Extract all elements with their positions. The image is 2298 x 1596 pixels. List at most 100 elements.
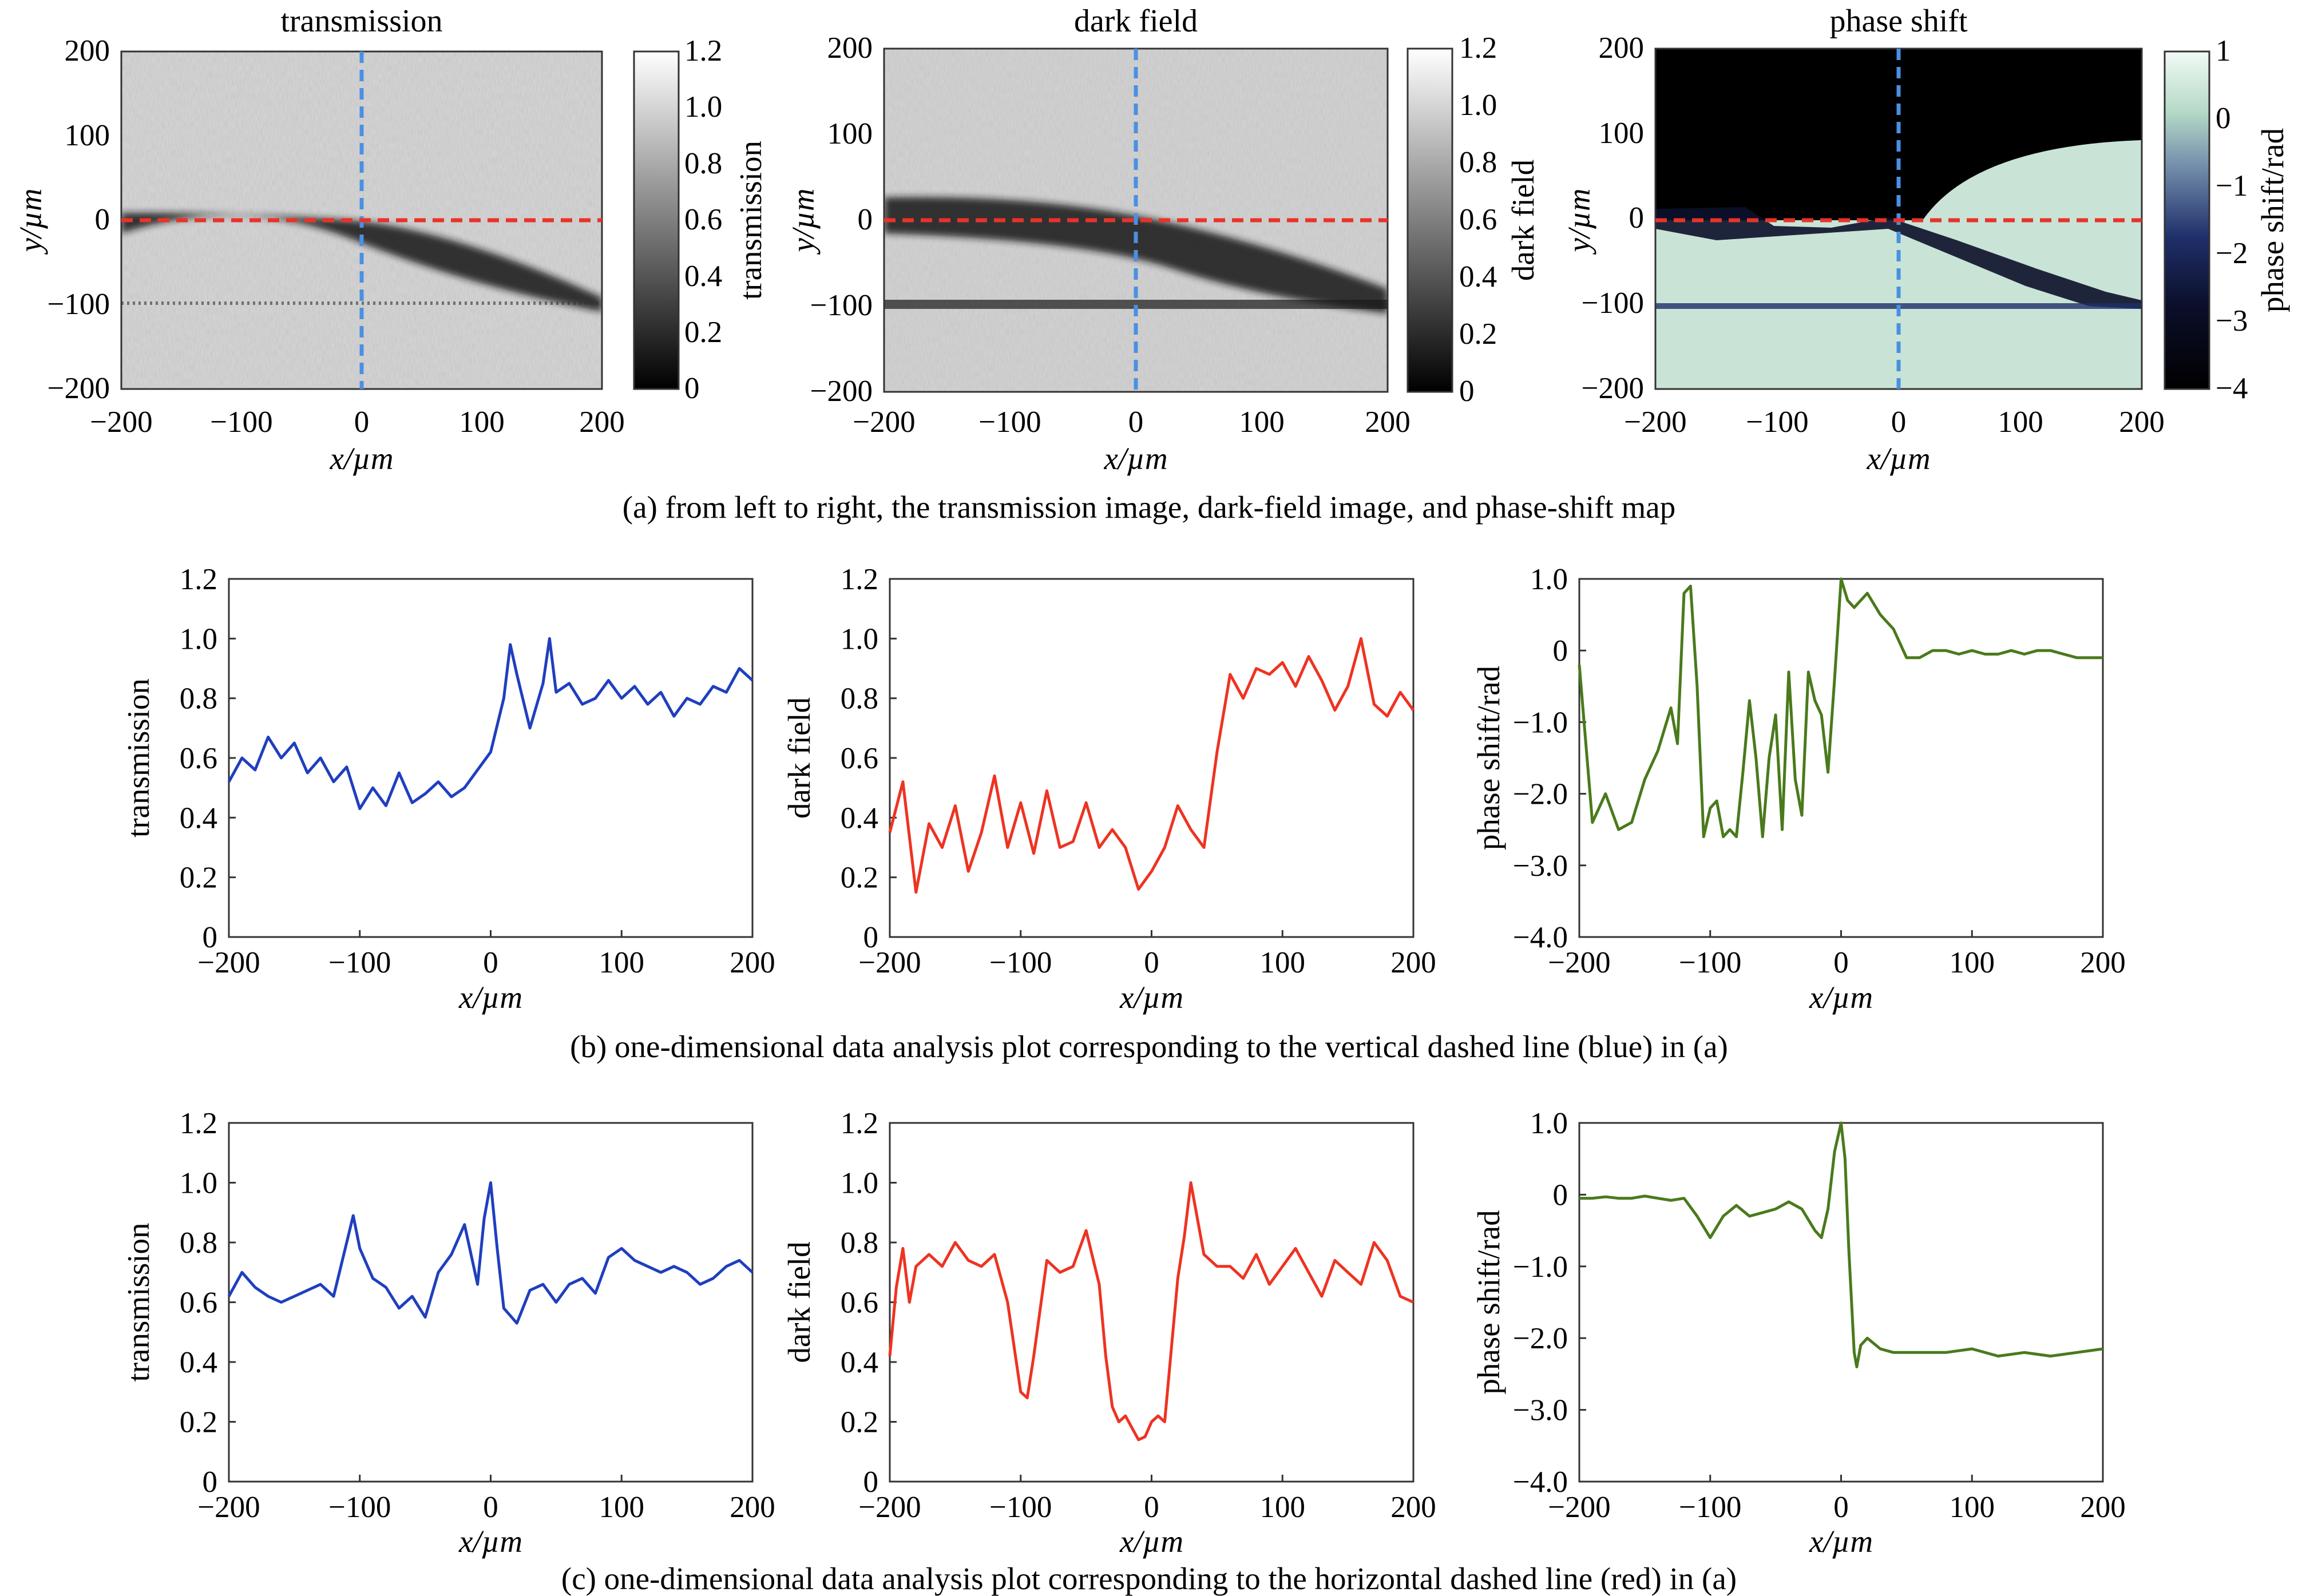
y-tick-label: 0.2 [841,861,878,895]
y-tick-label: −3.0 [1513,1394,1568,1427]
x-tick-label: 100 [1260,1491,1306,1524]
x-tick-label: 100 [1998,406,2043,439]
plot-frame [1578,578,2104,938]
y-tick-label: 100 [1599,117,1645,150]
y-tick-label: −1.0 [1513,706,1568,739]
plot-frame [1578,1122,2104,1483]
series-line [888,1181,1415,1442]
y-tick-label: 0.4 [180,1346,217,1379]
colorbar-tick: 0 [2216,102,2231,135]
y-tick-label: −100 [810,289,873,322]
colorbar-tick: −1 [2216,169,2248,203]
plot-frame [889,578,1415,938]
x-tick-label: −200 [1624,406,1686,439]
y-tick-label: 1.0 [1530,563,1568,596]
y-tick-label: 0.8 [841,682,878,716]
series-line [1579,1121,2103,1368]
line-chart: −200 −100 0 100 200 1.0 0 −1.0 −2.0 −3.0 −4.0 x/µm p… [1471,563,2126,1015]
colorbar-tick: −4 [2216,372,2248,405]
x-tick-label: 100 [1239,406,1285,439]
x-axis-label: x/µm [1809,1524,1873,1559]
colorbar-tick: 0.6 [684,203,722,236]
colorbar-tick: 1.2 [1459,31,1497,65]
colorbar-tick: 0.2 [1459,317,1497,351]
x-axis-label: x/µm [1119,980,1183,1015]
caption-c: (c) one-dimensional data analysis plot c… [561,1561,1737,1596]
x-tick-label: −200 [1548,946,1610,979]
y-tick-label: 0.6 [180,742,217,775]
colorbar-tick: 1.0 [1459,89,1497,122]
x-tick-label: 100 [459,406,505,439]
y-tick-label: 1.0 [1530,1107,1568,1140]
x-tick-label: −200 [858,946,921,979]
colorbar-ticks: 1 0 −1 −2 −3 −4 [2216,34,2248,405]
x-tick-label: −100 [989,946,1052,979]
x-ticks: −200 −100 0 100 200 [90,406,624,439]
colorbar-ticks: 1.2 1.0 0.8 0.6 0.4 0.2 0 [684,34,722,405]
y-tick-label: 0.8 [180,682,217,716]
y-ticks: 200 100 0 −100 −200 [47,34,110,405]
plot-frame [228,1122,754,1483]
y-tick-label: 1.2 [180,1107,217,1140]
y-tick-label: 0 [863,921,879,954]
colorbar-tick: 1.0 [684,90,722,124]
y-tick-label: −2.0 [1513,1322,1568,1355]
y-tick-label: −3.0 [1513,849,1568,883]
x-tick-label: −100 [328,1491,391,1524]
y-tick-label: 1.0 [180,622,217,656]
y-tick-label: 0 [95,203,110,236]
colorbar [633,50,680,390]
colorbar-tick: −2 [2216,237,2248,270]
x-tick-label: −200 [858,1491,921,1524]
x-tick-label: 0 [1144,1491,1159,1524]
x-tick-label: −200 [197,946,260,979]
y-tick-label: −200 [1582,372,1644,405]
y-axis-label: y/µm [13,188,48,255]
x-tick-label: −100 [1746,406,1808,439]
y-tick-label: 0.6 [841,742,878,775]
x-tick-label: 200 [2080,946,2126,979]
x-ticks: −200 −100 0 100 200 [853,406,1410,439]
colorbar-label: dark field [1505,160,1540,281]
y-axis-label: phase shift/rad [1471,666,1506,850]
x-tick-label: −100 [978,406,1041,439]
x-tick-label: 0 [1833,1491,1849,1524]
y-tick-label: 0.8 [180,1226,217,1260]
colorbar-label: phase shift/rad [2255,128,2290,312]
x-tick-label: 100 [1950,946,1995,979]
y-tick-label: −200 [47,372,110,405]
x-tick-label: −100 [1679,1491,1741,1524]
x-tick-label: 200 [2119,406,2165,439]
series-line [227,1181,754,1325]
x-tick-label: 0 [1144,946,1159,979]
line-chart: −200 −100 0 100 2001.21.00.80.60.40.20x/µmtr… [121,563,775,1015]
plot-frame [228,578,754,938]
x-tick-label: 100 [599,946,645,979]
y-tick-label: −1.0 [1513,1250,1568,1284]
x-tick-label: −100 [989,1491,1052,1524]
y-tick-label: −200 [810,375,873,408]
x-axis-label: x/µm [1103,441,1167,476]
x-axis-label: x/µm [458,1524,522,1559]
x-tick-label: 100 [1260,946,1306,979]
y-tick-label: −100 [1582,287,1644,320]
y-tick-label: 200 [827,31,873,65]
y-tick-label: 0 [203,1466,218,1499]
y-tick-label: 200 [65,34,110,68]
y-tick-label: 1.0 [180,1167,217,1200]
y-axis-label: dark field [782,1241,817,1363]
colorbar-tick: 1 [2216,34,2231,68]
x-tick-label: −100 [1679,946,1741,979]
phase-wrap-region [1655,49,2142,220]
x-tick-label: 200 [1365,406,1411,439]
colorbar-label: transmission [733,141,768,300]
series-line [227,637,754,811]
colorbar-tick: 0.4 [684,260,722,293]
x-axis-label: x/µm [1119,1524,1183,1559]
y-tick-label: 200 [1599,31,1645,65]
y-tick-label: 0.6 [180,1287,217,1320]
colorbar-tick: 0 [684,372,700,405]
title-dark-field: dark field [1074,3,1198,39]
y-tick-label: 100 [65,119,110,152]
colorbar [1406,47,1453,393]
